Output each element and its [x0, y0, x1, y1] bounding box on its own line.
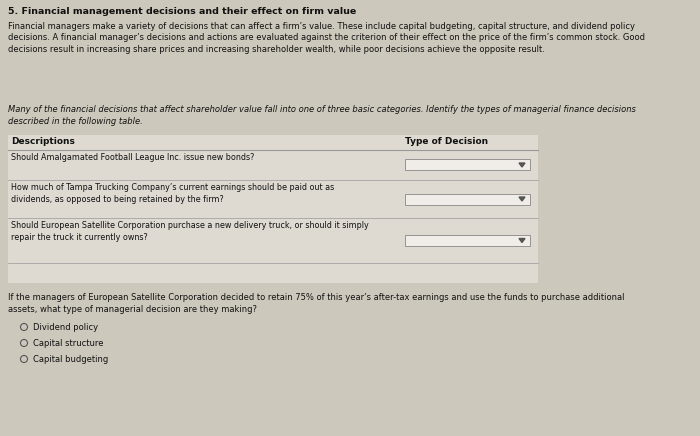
Text: Capital structure: Capital structure	[33, 339, 104, 348]
FancyBboxPatch shape	[8, 135, 538, 283]
Polygon shape	[519, 197, 525, 201]
Text: dividends, as opposed to being retained by the firm?: dividends, as opposed to being retained …	[11, 194, 224, 204]
Text: Capital budgeting: Capital budgeting	[33, 355, 108, 364]
Text: decisions result in increasing share prices and increasing shareholder wealth, w: decisions result in increasing share pri…	[8, 45, 545, 54]
Text: repair the truck it currently owns?: repair the truck it currently owns?	[11, 232, 148, 242]
Text: decisions. A financial manager’s decisions and actions are evaluated against the: decisions. A financial manager’s decisio…	[8, 34, 645, 42]
Text: Many of the financial decisions that affect shareholder value fall into one of t: Many of the financial decisions that aff…	[8, 105, 636, 114]
Text: described in the following table.: described in the following table.	[8, 116, 143, 126]
Text: 5. Financial management decisions and their effect on firm value: 5. Financial management decisions and th…	[8, 7, 356, 16]
Text: Should European Satellite Corporation purchase a new delivery truck, or should i: Should European Satellite Corporation pu…	[11, 221, 369, 230]
FancyBboxPatch shape	[405, 194, 530, 204]
Text: assets, what type of managerial decision are they making?: assets, what type of managerial decision…	[8, 304, 257, 313]
Text: Descriptions: Descriptions	[11, 137, 75, 146]
FancyBboxPatch shape	[405, 160, 530, 170]
Text: Should Amalgamated Football League Inc. issue new bonds?: Should Amalgamated Football League Inc. …	[11, 153, 254, 162]
Text: Dividend policy: Dividend policy	[33, 323, 98, 332]
Text: How much of Tampa Trucking Company’s current earnings should be paid out as: How much of Tampa Trucking Company’s cur…	[11, 183, 335, 192]
Text: If the managers of European Satellite Corporation decided to retain 75% of this : If the managers of European Satellite Co…	[8, 293, 624, 302]
Text: Type of Decision: Type of Decision	[405, 137, 488, 146]
Text: Financial managers make a variety of decisions that can affect a firm’s value. T: Financial managers make a variety of dec…	[8, 22, 635, 31]
Polygon shape	[519, 238, 525, 242]
FancyBboxPatch shape	[405, 235, 530, 246]
Polygon shape	[519, 163, 525, 167]
